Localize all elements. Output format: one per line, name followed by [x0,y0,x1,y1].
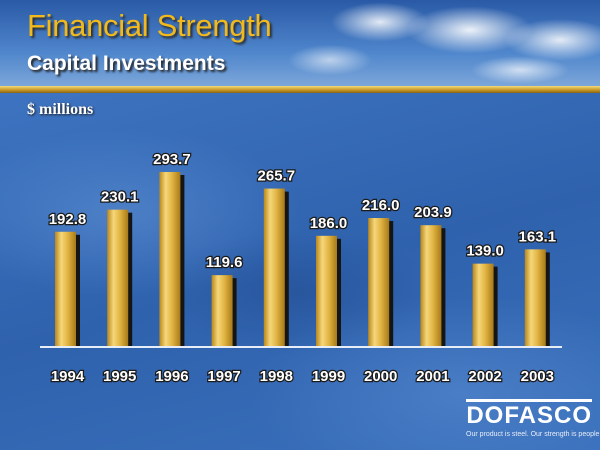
value-label-1997: 119.6 [206,254,243,271]
x-tick-1997: 1997 [207,368,240,385]
bar-1995 [107,209,129,346]
x-tick-labels-group: 1994 1995 1996 1997 1998 1999 2000 2001 2002 2003 [50,367,556,387]
bar-2000 [368,218,390,346]
x-tick-2001: 2001 [416,368,449,385]
value-label-2003: 163.1 [519,228,557,245]
header-divider [0,86,600,93]
brand-tagline: Our product is steel. Our strength is pe… [466,431,600,438]
bar-1999 [316,235,337,346]
value-label-2002: 139.0 [466,243,504,260]
x-tick-2003: 2003 [521,368,554,385]
bars-group [55,172,550,346]
bar-2003 [524,249,546,346]
bar-1997 [211,275,233,346]
x-tick-1996: 1996 [155,368,188,385]
x-tick-1999: 1999 [312,368,345,385]
bar-2001 [420,225,442,346]
x-tick-1994: 1994 [51,368,85,385]
background-panel [0,93,600,450]
value-labels-group: 192.8 230.1 293.7 119.6 265.7 186.0 216.0 203.9… [47,150,557,273]
brand-logo: DOFASCO Our product is steel. Our streng… [466,399,600,438]
value-label-2000: 216.0 [362,197,400,214]
unit-label: $ millions [27,101,94,118]
bar-1996 [159,172,181,346]
value-label-1999: 186.0 [310,215,348,232]
x-tick-1998: 1998 [260,368,293,385]
x-tick-2000: 2000 [364,368,397,385]
brand-name: DOFASCO [466,399,592,429]
bar-1994 [55,231,76,346]
x-tick-1995: 1995 [103,368,136,385]
value-label-1994: 192.8 [49,211,87,228]
value-label-1995: 230.1 [101,189,139,206]
page-subtitle: Capital Investments [27,52,226,75]
value-label-1996: 293.7 [153,151,191,168]
value-label-1998: 265.7 [258,168,296,185]
value-label-2001: 203.9 [414,204,452,221]
page-title: Financial Strength [27,8,272,43]
sky-banner [0,0,600,88]
bar-2002 [472,263,494,346]
bar-1998 [263,188,285,346]
x-tick-2002: 2002 [468,368,501,385]
